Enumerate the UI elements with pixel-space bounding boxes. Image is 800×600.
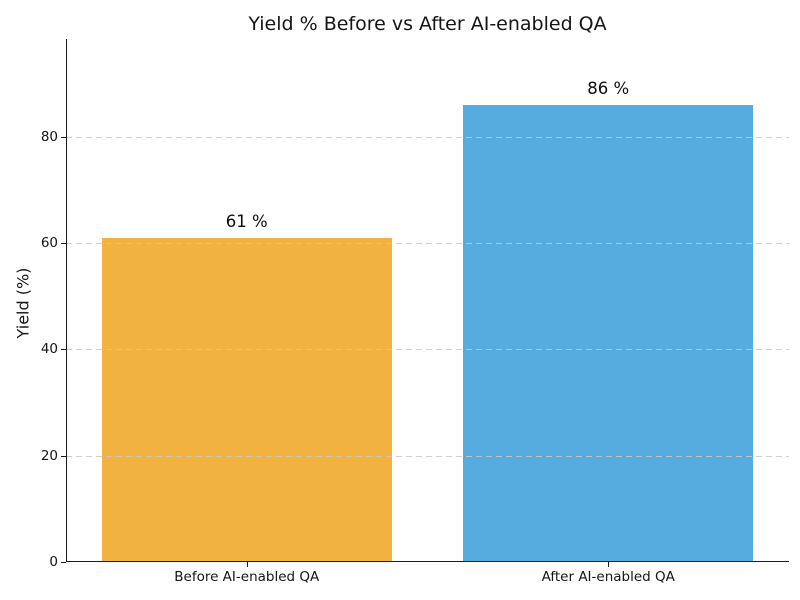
y-tick-mark (61, 136, 66, 138)
y-tick-label: 0 (49, 554, 58, 570)
y-tick-mark (61, 455, 66, 457)
y-tick-mark (61, 243, 66, 245)
bar-value-label: 86 % (587, 78, 630, 98)
x-tick-label: Before AI-enabled QA (174, 569, 320, 585)
y-axis-label: Yield (%) (13, 267, 33, 339)
y-tick-label: 20 (40, 447, 58, 464)
x-axis-spine (66, 561, 789, 562)
gridline (66, 349, 789, 351)
bar (101, 237, 392, 562)
gridline (66, 136, 789, 138)
x-tick-mark (608, 562, 610, 567)
y-tick-mark (61, 562, 66, 563)
gridline (66, 243, 789, 245)
plot-area (66, 39, 789, 562)
bar (463, 104, 754, 562)
y-tick-label: 80 (40, 128, 58, 145)
y-tick-mark (61, 349, 66, 351)
y-tick-label: 60 (40, 235, 58, 252)
x-tick-label: After AI-enabled QA (541, 569, 675, 585)
gridline (66, 455, 789, 457)
chart-title: Yield % Before vs After AI-enabled QA (248, 13, 607, 35)
x-tick-mark (246, 562, 248, 567)
y-axis-spine (66, 39, 67, 562)
y-tick-label: 40 (40, 341, 58, 358)
bar-value-label: 61 % (225, 211, 268, 231)
